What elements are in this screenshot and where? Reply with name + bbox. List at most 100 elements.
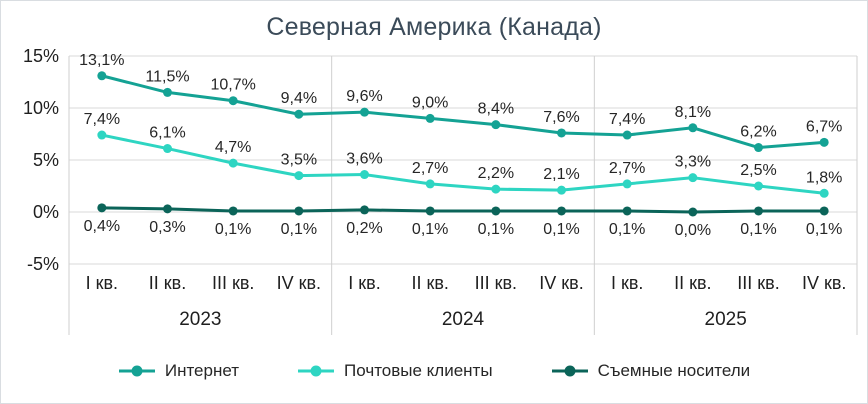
x-axis-quarter-label: II кв. [149,273,186,293]
series-point-marker [425,206,435,216]
y-axis-tick-label: 10% [23,98,59,118]
data-point-label: 9,4% [281,90,317,107]
x-axis-quarter-label: II кв. [674,273,711,293]
data-point-label: 8,4% [478,101,514,118]
x-axis-quarter-label: II кв. [411,273,448,293]
data-point-label: 0,4% [84,218,120,235]
y-axis-tick-label: 5% [33,150,59,170]
mail-clients-series-marker-icon [298,365,335,377]
data-point-label: 0,0% [675,222,711,239]
series-point-marker [163,87,172,97]
legend-item-mail-clients: Почтовые клиенты [297,361,493,381]
data-point-label: 4,7% [215,139,251,156]
series-point-marker [97,130,107,140]
data-point-label: 2,2% [478,165,514,182]
data-point-label: 0,1% [609,221,645,238]
internet-series-marker-icon [118,365,155,377]
data-point-label: 0,1% [740,221,776,238]
series-point-marker [425,179,435,189]
chart-title: Северная Америка (Канада) [266,13,602,41]
data-point-label: 0,2% [346,220,382,237]
series-point-marker [294,171,304,181]
data-point-label: 6,1% [149,125,185,142]
series-point-marker [228,96,238,106]
data-point-label: 8,1% [675,104,711,121]
data-point-label: 3,3% [675,154,711,171]
data-point-label: 6,2% [740,124,776,141]
series-point-marker [491,184,501,194]
legend-label-internet: Интернет [164,361,240,380]
series-point-marker [97,203,107,213]
series-point-marker [557,128,566,138]
series-point-marker [622,130,632,140]
series-point-marker [294,206,304,216]
data-point-label: 0,1% [543,221,579,238]
series-point-marker [228,206,238,216]
series-point-marker [163,144,172,154]
data-point-label: 0,1% [478,221,514,238]
series-point-marker [557,206,566,216]
data-point-label: 2,7% [609,160,645,177]
x-axis-quarter-label: III кв. [212,273,254,293]
series-point-marker [819,188,829,198]
data-point-label: 2,5% [740,162,776,179]
series-point-marker [360,170,369,180]
legend-label-removable-media: Съемные носители [597,361,751,380]
data-point-label: 0,1% [215,221,251,238]
series-point-marker [688,123,698,133]
x-axis-quarter-label: IV кв. [802,273,846,293]
removable-media-series-marker-icon [551,365,588,377]
series-point-marker [294,109,304,119]
data-point-label: 9,0% [412,94,448,111]
x-axis-quarter-label: IV кв. [539,273,583,293]
series-point-marker [754,181,763,191]
data-point-label: 6,7% [806,118,842,135]
data-point-label: 2,7% [412,160,448,177]
data-point-label: 0,1% [412,221,448,238]
data-point-label: 7,4% [84,111,120,128]
data-point-label: 3,6% [346,151,382,168]
data-point-label: 9,6% [346,88,382,105]
series-line [100,206,826,214]
series-point-marker [163,204,172,214]
x-axis-quarter-label: I кв. [86,273,118,293]
data-point-label: 0,3% [149,219,185,236]
series-point-marker [491,120,501,130]
series-line [100,133,826,195]
series-point-marker [819,206,829,216]
series-point-marker [360,107,369,117]
chart-legend: Интернет Почтовые клиенты Съемные носите… [1,361,867,381]
series-point-marker [688,207,698,217]
x-axis-quarter-label: IV кв. [277,273,321,293]
series-point-marker [228,158,238,168]
data-point-label: 7,4% [609,111,645,128]
series-point-marker [688,173,698,183]
series-point-marker [754,143,763,153]
legend-item-removable-media: Съемные носители [551,361,751,381]
y-axis-tick-label: 15% [23,46,59,66]
y-axis-tick-label: -5% [27,254,59,274]
x-axis-quarter-label: III кв. [475,273,517,293]
legend-label-mail-clients: Почтовые клиенты [344,361,493,380]
data-point-label: 1,8% [806,169,842,186]
series-point-marker [425,113,435,123]
series-point-marker [754,206,763,216]
data-point-label: 10,7% [210,77,255,94]
data-point-label: 7,6% [543,109,579,126]
series-point-marker [819,137,829,147]
series-point-marker [491,206,501,216]
series-point-marker [557,185,566,195]
x-axis-quarter-label: I кв. [348,273,380,293]
series-point-marker [97,71,107,81]
data-point-label: 3,5% [281,152,317,169]
data-point-label: 0,1% [281,221,317,238]
data-point-label: 13,1% [79,52,124,69]
x-axis-quarter-label: I кв. [611,273,643,293]
data-point-label: 0,1% [806,221,842,238]
series-point-marker [622,206,632,216]
data-point-label: 2,1% [543,166,579,183]
series-line [100,74,826,150]
series-point-marker [360,205,369,215]
